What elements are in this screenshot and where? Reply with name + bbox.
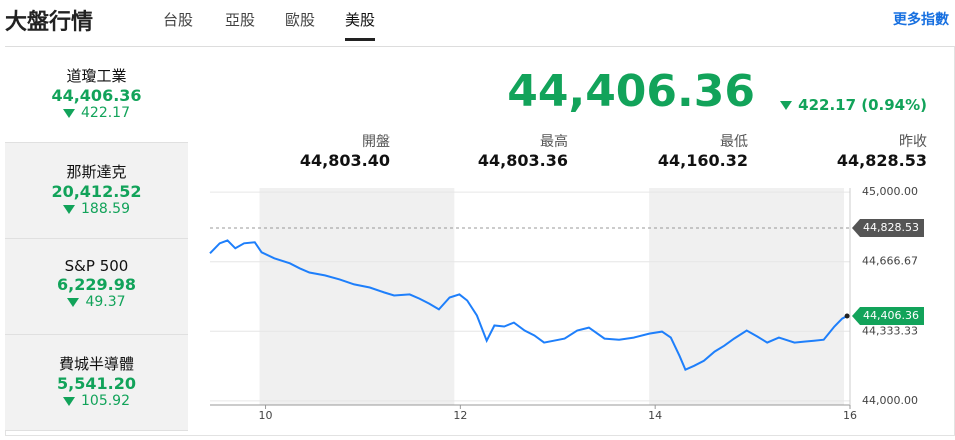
reference-tag xyxy=(852,218,924,237)
index-change-text: 49.37 xyxy=(85,294,126,310)
index-item[interactable]: S&P 500 6,229.98 49.37 xyxy=(5,239,188,335)
last-tag xyxy=(852,307,924,326)
reference-label: 44,828.53 xyxy=(863,221,919,234)
index-item[interactable]: 道瓊工業 44,406.36 422.17 xyxy=(5,47,188,143)
index-change-text: 422.17 xyxy=(81,105,130,121)
stat-value: 44,803.40 xyxy=(299,151,390,170)
y-tick-label: 45,000.00 xyxy=(862,185,918,198)
stat-value: 44,828.53 xyxy=(836,151,927,170)
x-tick-label: 10 xyxy=(259,409,273,422)
stat-label: 最高 xyxy=(540,134,568,150)
index-name: 道瓊工業 xyxy=(66,67,127,85)
y-tick-label: 44,666.67 xyxy=(862,255,918,268)
x-tick-label: 12 xyxy=(453,409,467,422)
tab[interactable]: 亞股 xyxy=(225,11,256,29)
index-change: 188.59 xyxy=(5,201,188,217)
tab[interactable]: 美股 xyxy=(345,9,376,41)
stat-label: 最低 xyxy=(720,134,748,150)
more-link[interactable]: 更多指數 xyxy=(893,12,949,28)
tab[interactable]: 歐股 xyxy=(285,11,316,29)
last-label: 44,406.36 xyxy=(863,309,919,322)
index-value: 6,229.98 xyxy=(57,275,136,294)
y-tick-label: 44,000.00 xyxy=(862,394,918,407)
index-name: S&P 500 xyxy=(64,257,129,275)
stat-label: 開盤 xyxy=(362,134,390,150)
y-tick-label: 44,333.33 xyxy=(862,324,918,337)
last-point xyxy=(844,313,850,319)
index-change: 422.17 xyxy=(5,105,188,121)
stat-value: 44,160.32 xyxy=(657,151,748,170)
index-change: 49.37 xyxy=(5,294,188,310)
quote-change: 422.17 (0.94%) xyxy=(780,96,927,114)
x-tick-label: 16 xyxy=(843,409,857,422)
index-name: 那斯達克 xyxy=(66,163,127,181)
index-change: 105.92 xyxy=(5,393,188,409)
index-item[interactable]: 費城半導體 5,541.20 105.92 xyxy=(5,335,188,431)
index-value: 20,412.52 xyxy=(51,182,142,201)
index-value: 5,541.20 xyxy=(57,374,136,393)
stat-value: 44,803.36 xyxy=(477,151,568,170)
index-change-text: 188.59 xyxy=(81,201,130,217)
shade-band xyxy=(259,188,455,405)
x-tick-label: 14 xyxy=(648,409,662,422)
price-line xyxy=(209,239,848,372)
tab[interactable]: 台股 xyxy=(163,11,194,29)
index-value: 44,406.36 xyxy=(51,86,142,105)
quote-value: 44,406.36 xyxy=(507,66,755,117)
page-title: 大盤行情 xyxy=(5,10,94,35)
stat-label: 昨收 xyxy=(899,134,927,150)
quote-change-text: 422.17 (0.94%) xyxy=(798,96,927,114)
index-change-text: 105.92 xyxy=(81,393,130,409)
shade-band xyxy=(649,188,844,405)
index-item[interactable]: 那斯達克 20,412.52 188.59 xyxy=(5,143,188,239)
index-name: 費城半導體 xyxy=(58,355,134,373)
